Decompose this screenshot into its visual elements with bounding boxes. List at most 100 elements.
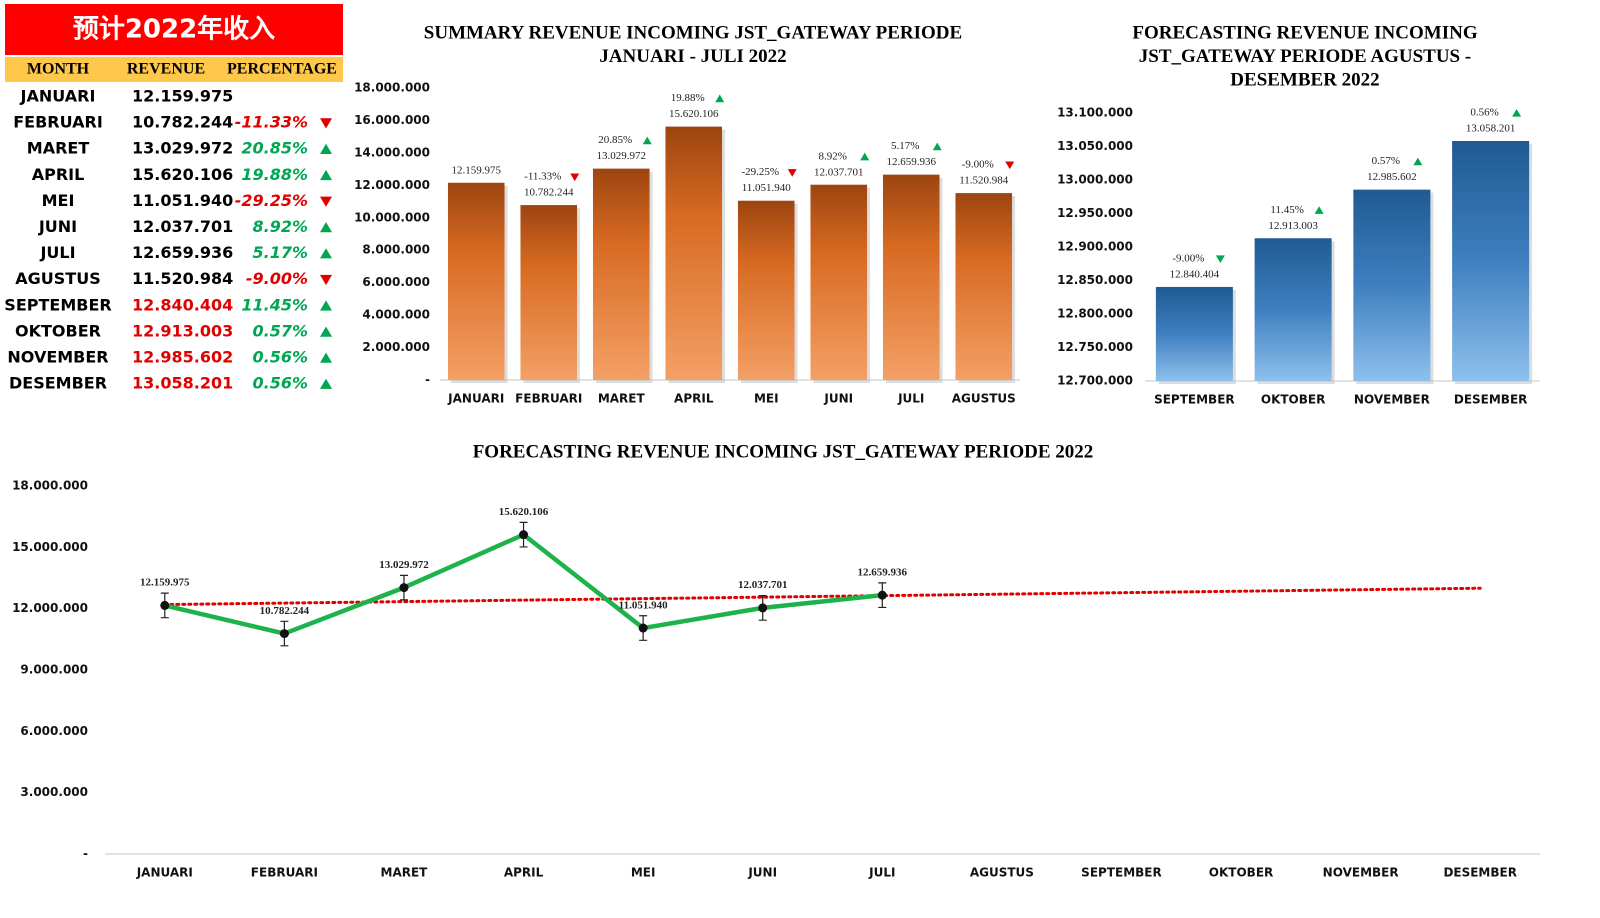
value-label: 11.520.984 bbox=[959, 175, 1009, 187]
value-label: 12.659.936 bbox=[858, 566, 908, 578]
x-tick-label: OKTOBER bbox=[1209, 866, 1273, 880]
percentage-cell: -29.25% bbox=[235, 191, 308, 210]
y-tick-label: 15.000.000 bbox=[12, 540, 88, 554]
y-tick-label: 14.000.000 bbox=[354, 145, 430, 159]
x-tick-label: NOVEMBER bbox=[1354, 393, 1430, 407]
arrow-up bbox=[320, 143, 332, 154]
y-tick-label: 10.000.000 bbox=[354, 210, 430, 224]
change-label: -9.00% bbox=[1172, 252, 1204, 264]
point bbox=[160, 600, 170, 610]
month-cell: APRIL bbox=[32, 165, 85, 184]
revenue-cell: 15.620.106 bbox=[132, 165, 233, 184]
change-label: -9.00% bbox=[962, 159, 994, 171]
y-tick-label: 16.000.000 bbox=[354, 113, 430, 127]
change-label: -29.25% bbox=[741, 166, 779, 178]
change-label: 5.17% bbox=[891, 140, 919, 152]
percentage-cell: 11.45% bbox=[241, 295, 308, 314]
change-label: 0.56% bbox=[1470, 107, 1498, 119]
x-tick-label: JUNI bbox=[823, 392, 853, 406]
trendline bbox=[163, 586, 1482, 607]
value-label: 13.058.201 bbox=[1466, 123, 1516, 135]
y-tick-label: 12.850.000 bbox=[1057, 273, 1133, 287]
arrow-up bbox=[320, 300, 332, 311]
month-cell: OKTOBER bbox=[15, 321, 101, 340]
chart-title: DESEMBER 2022 bbox=[1230, 69, 1379, 90]
arrow-down bbox=[570, 173, 580, 182]
value-label: 12.159.975 bbox=[452, 164, 502, 176]
y-tick-label: 12.950.000 bbox=[1057, 206, 1133, 220]
revenue-cell: 12.913.003 bbox=[132, 321, 233, 340]
bar bbox=[1452, 141, 1530, 381]
y-tick-label: 6.000.000 bbox=[362, 275, 430, 289]
change-label: -11.33% bbox=[524, 171, 561, 183]
value-label: 11.051.940 bbox=[742, 182, 792, 194]
arrow-up bbox=[320, 352, 332, 363]
value-label: 12.037.701 bbox=[814, 166, 864, 178]
arrow-down bbox=[1215, 255, 1225, 263]
y-tick-label: 3.000.000 bbox=[20, 785, 88, 799]
value-label: 12.659.936 bbox=[887, 156, 937, 168]
y-tick-label: 4.000.000 bbox=[362, 308, 430, 322]
x-tick-label: AGUSTUS bbox=[970, 866, 1034, 880]
bar bbox=[665, 126, 723, 380]
y-tick-label: - bbox=[83, 847, 88, 861]
value-label: 12.037.701 bbox=[738, 579, 788, 591]
percentage-cell: 0.56% bbox=[252, 348, 308, 367]
chart-title: FORECASTING REVENUE INCOMING JST_GATEWAY… bbox=[473, 441, 1094, 462]
change-label: 11.45% bbox=[1270, 204, 1304, 216]
revenue-cell: 11.520.984 bbox=[132, 269, 233, 288]
revenue-cell: 12.840.404 bbox=[132, 295, 233, 314]
month-cell: DESEMBER bbox=[9, 374, 107, 393]
x-tick-label: JANUARI bbox=[447, 392, 504, 406]
arrow-up bbox=[1413, 157, 1423, 166]
percentage-cell: 0.57% bbox=[252, 321, 308, 340]
arrow-up bbox=[642, 136, 652, 145]
y-tick-label: 8.000.000 bbox=[362, 243, 430, 257]
chart-title: JST_GATEWAY PERIODE AGUSTUS - bbox=[1139, 46, 1471, 67]
table-header-bg bbox=[5, 57, 343, 82]
bar bbox=[1254, 238, 1332, 381]
y-tick-label: 9.000.000 bbox=[20, 663, 88, 677]
arrow-up bbox=[1512, 108, 1522, 117]
y-tick-label: 18.000.000 bbox=[12, 479, 88, 493]
arrow-down bbox=[787, 169, 797, 177]
y-tick-label: 2.000.000 bbox=[362, 340, 430, 354]
chart-title: FORECASTING REVENUE INCOMING bbox=[1132, 22, 1477, 43]
x-tick-label: JANUARI bbox=[136, 866, 193, 880]
x-tick-label: NOVEMBER bbox=[1323, 866, 1399, 880]
revenue-cell: 12.659.936 bbox=[132, 243, 233, 262]
value-label: 13.029.972 bbox=[379, 559, 429, 571]
table-header: PERCENTAGE bbox=[227, 61, 337, 78]
value-label: 10.782.244 bbox=[260, 605, 310, 617]
y-tick-label: 12.800.000 bbox=[1057, 307, 1133, 321]
arrow-up bbox=[932, 142, 942, 151]
month-cell: JUNI bbox=[38, 217, 77, 236]
value-label: 12.985.602 bbox=[1367, 171, 1417, 183]
arrow-up bbox=[320, 326, 332, 337]
month-cell: JANUARI bbox=[20, 87, 96, 106]
bar bbox=[592, 168, 650, 380]
y-tick-label: 12.750.000 bbox=[1057, 340, 1133, 354]
revenue-cell: 11.051.940 bbox=[132, 191, 233, 210]
month-cell: NOVEMBER bbox=[7, 348, 108, 367]
arrow-up bbox=[860, 152, 870, 161]
arrow-up bbox=[320, 378, 332, 389]
point bbox=[399, 583, 409, 593]
revenue-cell: 12.985.602 bbox=[132, 348, 233, 367]
change-label: 0.57% bbox=[1372, 155, 1400, 167]
month-cell: FEBRUARI bbox=[13, 113, 103, 132]
bar bbox=[882, 174, 940, 380]
point bbox=[279, 629, 289, 639]
arrow-down bbox=[320, 274, 332, 286]
arrow-down bbox=[320, 118, 332, 129]
value-label: 15.620.106 bbox=[499, 506, 549, 518]
table-title: 预计2022年收入 bbox=[73, 14, 275, 45]
y-tick-label: 12.000.000 bbox=[354, 178, 430, 192]
revenue-cell: 12.037.701 bbox=[132, 217, 233, 236]
arrow-up bbox=[320, 248, 332, 259]
x-tick-label: FEBRUARI bbox=[515, 392, 582, 406]
table-header: MONTH bbox=[27, 61, 90, 78]
chart-title: SUMMARY REVENUE INCOMING JST_GATEWAY PER… bbox=[424, 22, 962, 43]
change-label: 20.85% bbox=[598, 134, 632, 146]
